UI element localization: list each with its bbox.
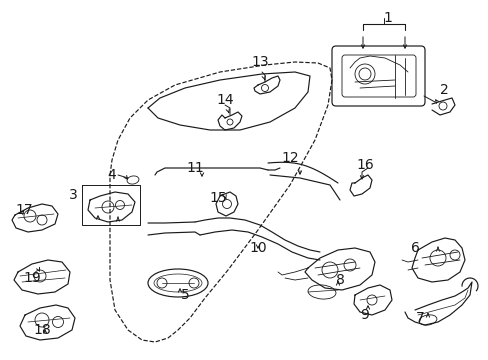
Text: 18: 18 <box>33 323 51 337</box>
Text: 4: 4 <box>107 168 116 182</box>
Text: 8: 8 <box>335 273 344 287</box>
Text: 5: 5 <box>180 288 189 302</box>
Text: 12: 12 <box>281 151 298 165</box>
Text: 9: 9 <box>360 308 368 322</box>
Text: 3: 3 <box>68 188 77 202</box>
Text: 7: 7 <box>415 311 424 325</box>
Text: 17: 17 <box>15 203 33 217</box>
Text: 6: 6 <box>410 241 419 255</box>
Text: 11: 11 <box>186 161 203 175</box>
Text: 1: 1 <box>383 11 392 25</box>
Text: 2: 2 <box>439 83 447 97</box>
Text: 14: 14 <box>216 93 233 107</box>
Text: 16: 16 <box>355 158 373 172</box>
Text: 19: 19 <box>23 271 41 285</box>
Text: 10: 10 <box>249 241 266 255</box>
Text: 15: 15 <box>209 191 226 205</box>
Text: 13: 13 <box>251 55 268 69</box>
